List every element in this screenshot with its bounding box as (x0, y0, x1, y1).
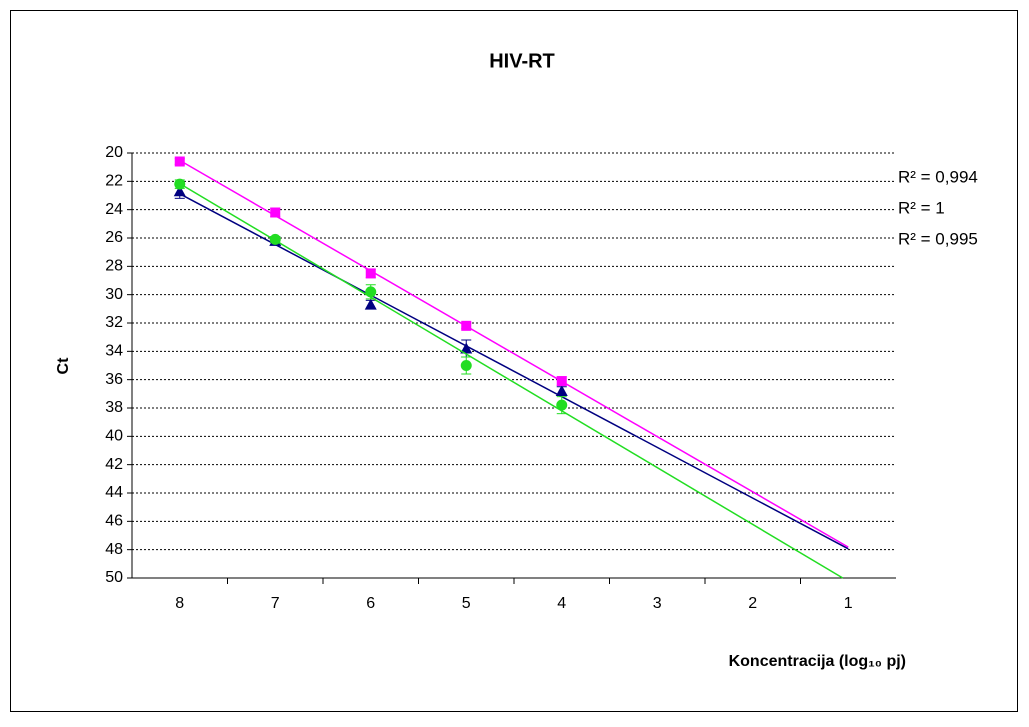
x-tick-label: 3 (653, 595, 662, 612)
y-tick-label: 32 (105, 314, 123, 331)
y-tick-label: 50 (105, 569, 123, 586)
y-tick-label: 42 (105, 456, 123, 473)
chart-title: HIV-RT (489, 50, 555, 72)
y-tick-label: 46 (105, 513, 123, 530)
marker (555, 385, 568, 396)
y-tick-label: 44 (105, 484, 123, 501)
marker (365, 268, 376, 279)
trendline (179, 193, 849, 550)
marker (460, 360, 472, 371)
x-tick-label: 7 (271, 595, 280, 612)
y-tick-label: 22 (105, 173, 123, 190)
marker (174, 178, 186, 190)
r2-label: R² = 0,994 (898, 167, 978, 186)
marker (174, 156, 185, 167)
marker (364, 298, 377, 310)
x-tick-label: 4 (557, 595, 566, 612)
x-tick-label: 8 (175, 595, 184, 612)
r2-label: R² = 0,995 (898, 229, 978, 248)
x-tick-label: 6 (366, 595, 375, 612)
marker (269, 233, 281, 245)
y-tick-label: 36 (105, 371, 123, 388)
x-axis-label: Koncentracija (log₁₀ pj) (729, 653, 906, 670)
marker (460, 342, 473, 354)
r2-label: R² = 1 (898, 198, 945, 217)
y-tick-label: 28 (105, 258, 123, 275)
marker (461, 320, 472, 331)
y-tick-label: 48 (105, 541, 123, 558)
marker (556, 376, 567, 387)
y-tick-label: 26 (105, 229, 123, 246)
x-tick-label: 5 (462, 595, 471, 612)
y-tick-label: 24 (105, 201, 123, 218)
y-tick-label: 34 (105, 343, 123, 360)
trendline (179, 182, 844, 579)
trendline (179, 159, 849, 548)
marker (365, 286, 377, 298)
marker (270, 207, 281, 218)
y-axis-label: Ct (55, 357, 72, 375)
y-tick-label: 30 (105, 286, 123, 303)
y-tick-label: 40 (105, 428, 123, 445)
marker (173, 185, 186, 197)
y-tick-label: 20 (105, 144, 123, 161)
chart-border (10, 10, 1018, 712)
marker (556, 399, 568, 411)
x-tick-label: 2 (748, 595, 757, 612)
x-tick-label: 1 (844, 595, 853, 612)
y-tick-label: 38 (105, 399, 123, 416)
